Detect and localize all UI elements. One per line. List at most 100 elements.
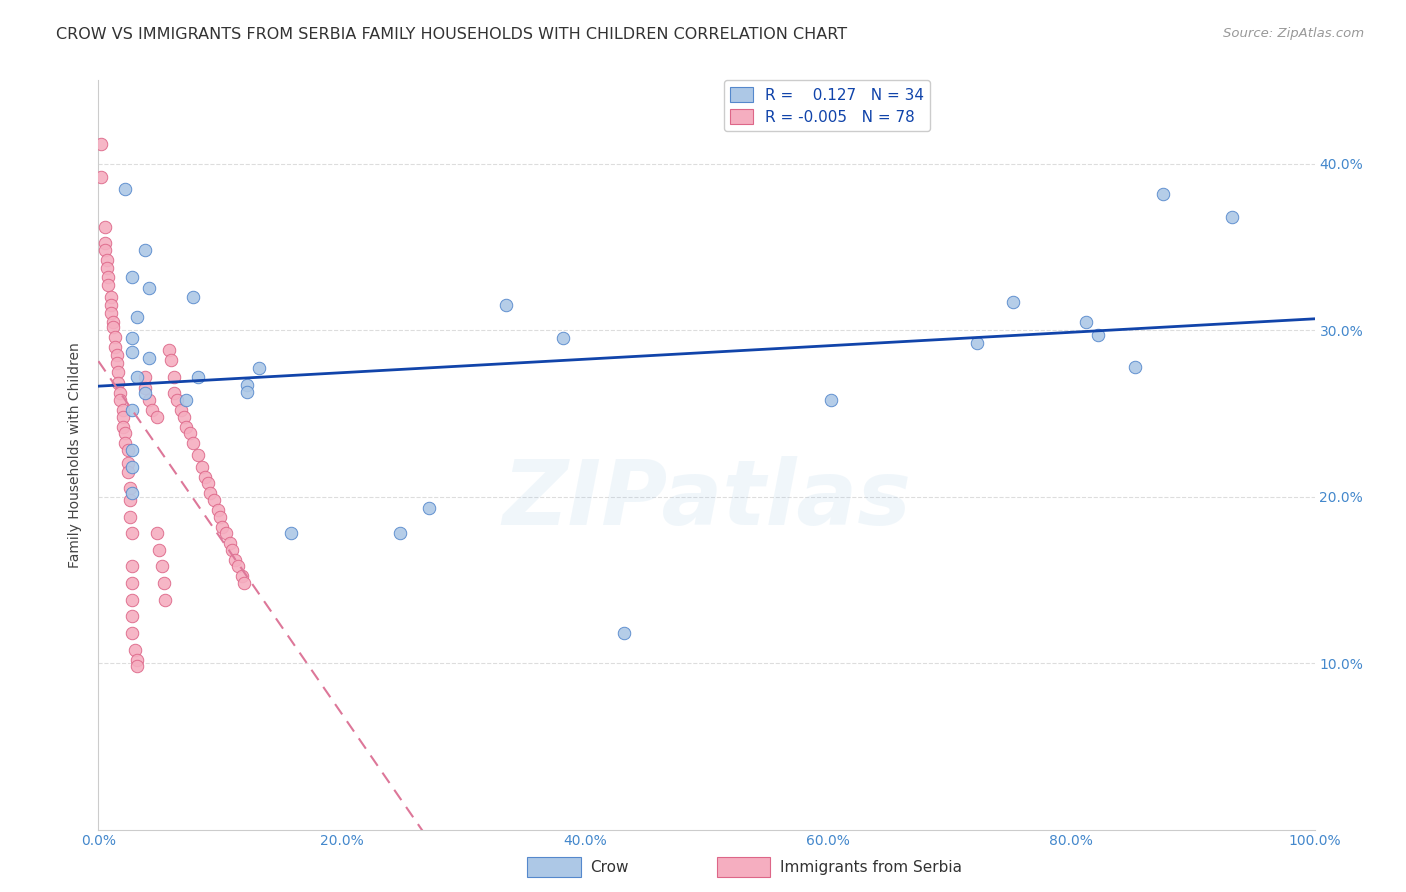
Point xyxy=(110,386,132,401)
Point xyxy=(110,392,132,407)
Point xyxy=(209,509,232,524)
Point xyxy=(100,298,122,312)
Point xyxy=(966,336,988,351)
Point xyxy=(215,526,238,541)
Point xyxy=(127,659,149,673)
Point xyxy=(153,576,176,591)
Point xyxy=(191,459,214,474)
Point xyxy=(179,426,201,441)
Point xyxy=(96,253,118,268)
Point xyxy=(218,536,240,550)
Point xyxy=(138,281,160,295)
Point xyxy=(160,353,183,368)
Point xyxy=(187,448,209,462)
Point xyxy=(207,503,229,517)
Point xyxy=(134,381,156,395)
Point xyxy=(1001,294,1024,309)
Point xyxy=(121,442,143,457)
Point xyxy=(111,419,134,434)
Point xyxy=(174,419,197,434)
Point xyxy=(1123,359,1146,374)
Point xyxy=(121,526,143,541)
Point xyxy=(117,465,139,479)
Point xyxy=(224,553,246,567)
Point xyxy=(236,378,259,392)
Y-axis label: Family Households with Children: Family Households with Children xyxy=(67,342,82,568)
Point xyxy=(134,386,156,401)
Point xyxy=(226,559,249,574)
Text: CROW VS IMMIGRANTS FROM SERBIA FAMILY HOUSEHOLDS WITH CHILDREN CORRELATION CHART: CROW VS IMMIGRANTS FROM SERBIA FAMILY HO… xyxy=(56,27,848,42)
Point xyxy=(121,609,143,624)
Point xyxy=(155,592,177,607)
Point xyxy=(231,569,253,583)
Point xyxy=(174,392,197,407)
Point xyxy=(121,626,143,640)
Text: Crow: Crow xyxy=(591,861,628,875)
Point xyxy=(104,329,127,343)
Point xyxy=(96,261,118,276)
Text: ZIPatlas: ZIPatlas xyxy=(502,456,911,544)
Point xyxy=(187,369,209,384)
Point xyxy=(551,331,574,345)
Point xyxy=(117,456,139,470)
Point xyxy=(107,365,129,379)
Point xyxy=(236,384,259,399)
Point xyxy=(127,653,149,667)
Point xyxy=(127,310,149,324)
Point xyxy=(100,290,122,304)
Point xyxy=(118,492,141,507)
Point xyxy=(163,386,186,401)
Point xyxy=(97,278,120,293)
Point xyxy=(197,476,219,491)
Point xyxy=(105,356,128,370)
Point xyxy=(221,542,243,557)
Point xyxy=(105,348,128,362)
Point xyxy=(114,181,136,195)
Point xyxy=(121,403,143,417)
Point xyxy=(138,351,160,366)
Point xyxy=(127,369,149,384)
Point xyxy=(107,376,129,391)
Point xyxy=(124,642,146,657)
Point xyxy=(138,392,160,407)
Point xyxy=(1220,210,1243,224)
Point xyxy=(118,509,141,524)
Point xyxy=(121,486,143,500)
Text: Immigrants from Serbia: Immigrants from Serbia xyxy=(780,861,962,875)
Point xyxy=(148,542,170,557)
Point xyxy=(134,369,156,384)
Point xyxy=(820,392,842,407)
Point xyxy=(101,315,124,329)
Point xyxy=(200,486,222,500)
Point xyxy=(170,403,193,417)
Point xyxy=(90,169,112,184)
Point xyxy=(117,442,139,457)
Point xyxy=(495,298,517,312)
Point xyxy=(613,626,636,640)
Text: Source: ZipAtlas.com: Source: ZipAtlas.com xyxy=(1223,27,1364,40)
Point xyxy=(418,501,440,516)
Point xyxy=(389,526,412,541)
Point xyxy=(141,403,163,417)
Point xyxy=(146,526,169,541)
Point xyxy=(181,436,204,450)
Point xyxy=(247,361,270,376)
Point xyxy=(173,409,195,424)
Point xyxy=(100,306,122,320)
Point xyxy=(93,236,115,251)
Point xyxy=(121,459,143,474)
Point xyxy=(114,426,136,441)
Point xyxy=(121,331,143,345)
Point xyxy=(202,492,225,507)
Point xyxy=(1087,328,1109,343)
Point xyxy=(146,409,169,424)
Point xyxy=(1152,186,1174,201)
Point xyxy=(101,319,124,334)
Point xyxy=(90,136,112,151)
Point xyxy=(280,526,302,541)
Point xyxy=(166,392,188,407)
Point xyxy=(114,436,136,450)
Point xyxy=(121,269,143,284)
Point xyxy=(134,243,156,257)
Point xyxy=(121,344,143,359)
